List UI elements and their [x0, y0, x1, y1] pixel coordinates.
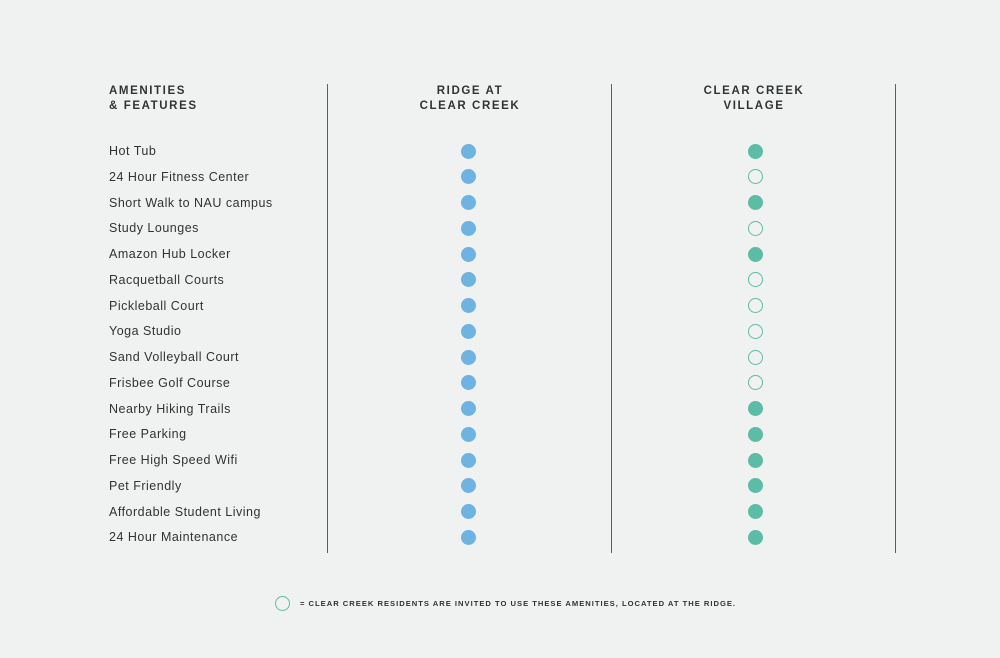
ccv-outline-circle-icon — [748, 169, 763, 185]
ridge-filled-circle-icon — [461, 452, 476, 468]
ridge-filled-circle-icon — [461, 426, 476, 442]
ccv-outline-circle-icon — [748, 375, 763, 391]
ridge-filled-circle-icon — [461, 401, 476, 416]
column-divider — [611, 84, 612, 553]
amenity-label: Sand Volleyball Court — [109, 350, 240, 364]
ccv-outline-circle-icon — [748, 272, 763, 288]
ridge-filled-circle-icon — [461, 529, 476, 545]
ccv-filled-circle-icon — [748, 246, 763, 262]
amenity-label: Study Lounges — [109, 221, 199, 236]
ccv-outline-circle-icon — [748, 349, 763, 365]
amenity-label: Racquetball Courts — [109, 272, 225, 287]
amenity-label: Hot Tub — [109, 144, 157, 158]
ccv-outline-circle-icon — [748, 323, 763, 339]
footnote: = CLEAR CREEK RESIDENTS ARE INVITED TO U… — [275, 596, 736, 611]
table-row: Yoga Studio — [0, 318, 1000, 344]
amenity-label: Short Walk to NAU campus — [109, 195, 273, 210]
table-row: 24 Hour Maintenance — [0, 524, 1000, 550]
table-row: Affordable Student Living — [0, 499, 1000, 525]
amenity-label: 24 Hour Maintenance — [109, 530, 239, 545]
ridge-filled-circle-icon — [461, 375, 476, 391]
ccv-outline-circle-icon — [748, 220, 763, 236]
table-row: Nearby Hiking Trails — [0, 396, 1000, 422]
clear-creek-village-header: CLEAR CREEK VILLAGE — [703, 85, 805, 112]
ccv-filled-circle-icon — [748, 452, 763, 468]
amenity-label: Nearby Hiking Trails — [109, 401, 231, 416]
table-row: Sand Volleyball Court — [0, 344, 1000, 370]
ridge-filled-circle-icon — [461, 169, 476, 185]
ccv-filled-circle-icon — [748, 195, 763, 210]
column-divider — [327, 84, 328, 553]
amenity-label: Amazon Hub Locker — [109, 247, 231, 261]
table-row: Amazon Hub Locker — [0, 241, 1000, 267]
ridge-filled-circle-icon — [461, 195, 476, 210]
ccv-filled-circle-icon — [748, 478, 763, 494]
ridge-filled-circle-icon — [461, 143, 476, 159]
table-row: Hot Tub — [0, 138, 1000, 164]
table-row: Short Walk to NAU campus — [0, 190, 1000, 216]
outline-circle-icon — [275, 596, 290, 611]
amenity-label: Affordable Student Living — [109, 504, 261, 519]
amenity-label: Yoga Studio — [109, 324, 182, 339]
ccv-filled-circle-icon — [748, 426, 763, 442]
amenity-label: Frisbee Golf Course — [109, 375, 231, 390]
ridge-filled-circle-icon — [461, 504, 476, 519]
ccv-filled-circle-icon — [748, 529, 763, 545]
ccv-outline-circle-icon — [748, 298, 763, 313]
ccv-filled-circle-icon — [748, 401, 763, 416]
table-row: Frisbee Golf Course — [0, 370, 1000, 396]
ridge-filled-circle-icon — [461, 246, 476, 262]
table-row: 24 Hour Fitness Center — [0, 164, 1000, 190]
ridge-filled-circle-icon — [461, 298, 476, 313]
table-row: Free High Speed Wifi — [0, 447, 1000, 473]
amenities-header: AMENITIES & FEATURES — [109, 85, 198, 112]
ccv-filled-circle-icon — [748, 143, 763, 159]
ridge-filled-circle-icon — [461, 478, 476, 494]
ccv-filled-circle-icon — [748, 504, 763, 519]
column-divider — [895, 84, 896, 553]
ridge-filled-circle-icon — [461, 272, 476, 288]
table-row: Pickleball Court — [0, 293, 1000, 319]
amenities-table: Hot Tub 24 Hour Fitness Center Short Walk … — [0, 138, 1000, 550]
ridge-filled-circle-icon — [461, 323, 476, 339]
footnote-text: = CLEAR CREEK RESIDENTS ARE INVITED TO U… — [300, 599, 737, 608]
ridge-filled-circle-icon — [461, 349, 476, 365]
amenity-label: 24 Hour Fitness Center — [109, 169, 250, 184]
amenity-label: Free Parking — [109, 427, 187, 442]
table-row: Pet Friendly — [0, 473, 1000, 499]
amenity-label: Pickleball Court — [109, 298, 204, 313]
table-row: Free Parking — [0, 421, 1000, 447]
table-row: Racquetball Courts — [0, 267, 1000, 293]
amenity-label: Pet Friendly — [109, 478, 182, 493]
table-row: Study Lounges — [0, 215, 1000, 241]
amenity-label: Free High Speed Wifi — [109, 453, 238, 467]
ridge-filled-circle-icon — [461, 220, 476, 236]
ridge-at-clear-creek-header: RIDGE AT CLEAR CREEK — [419, 85, 521, 112]
